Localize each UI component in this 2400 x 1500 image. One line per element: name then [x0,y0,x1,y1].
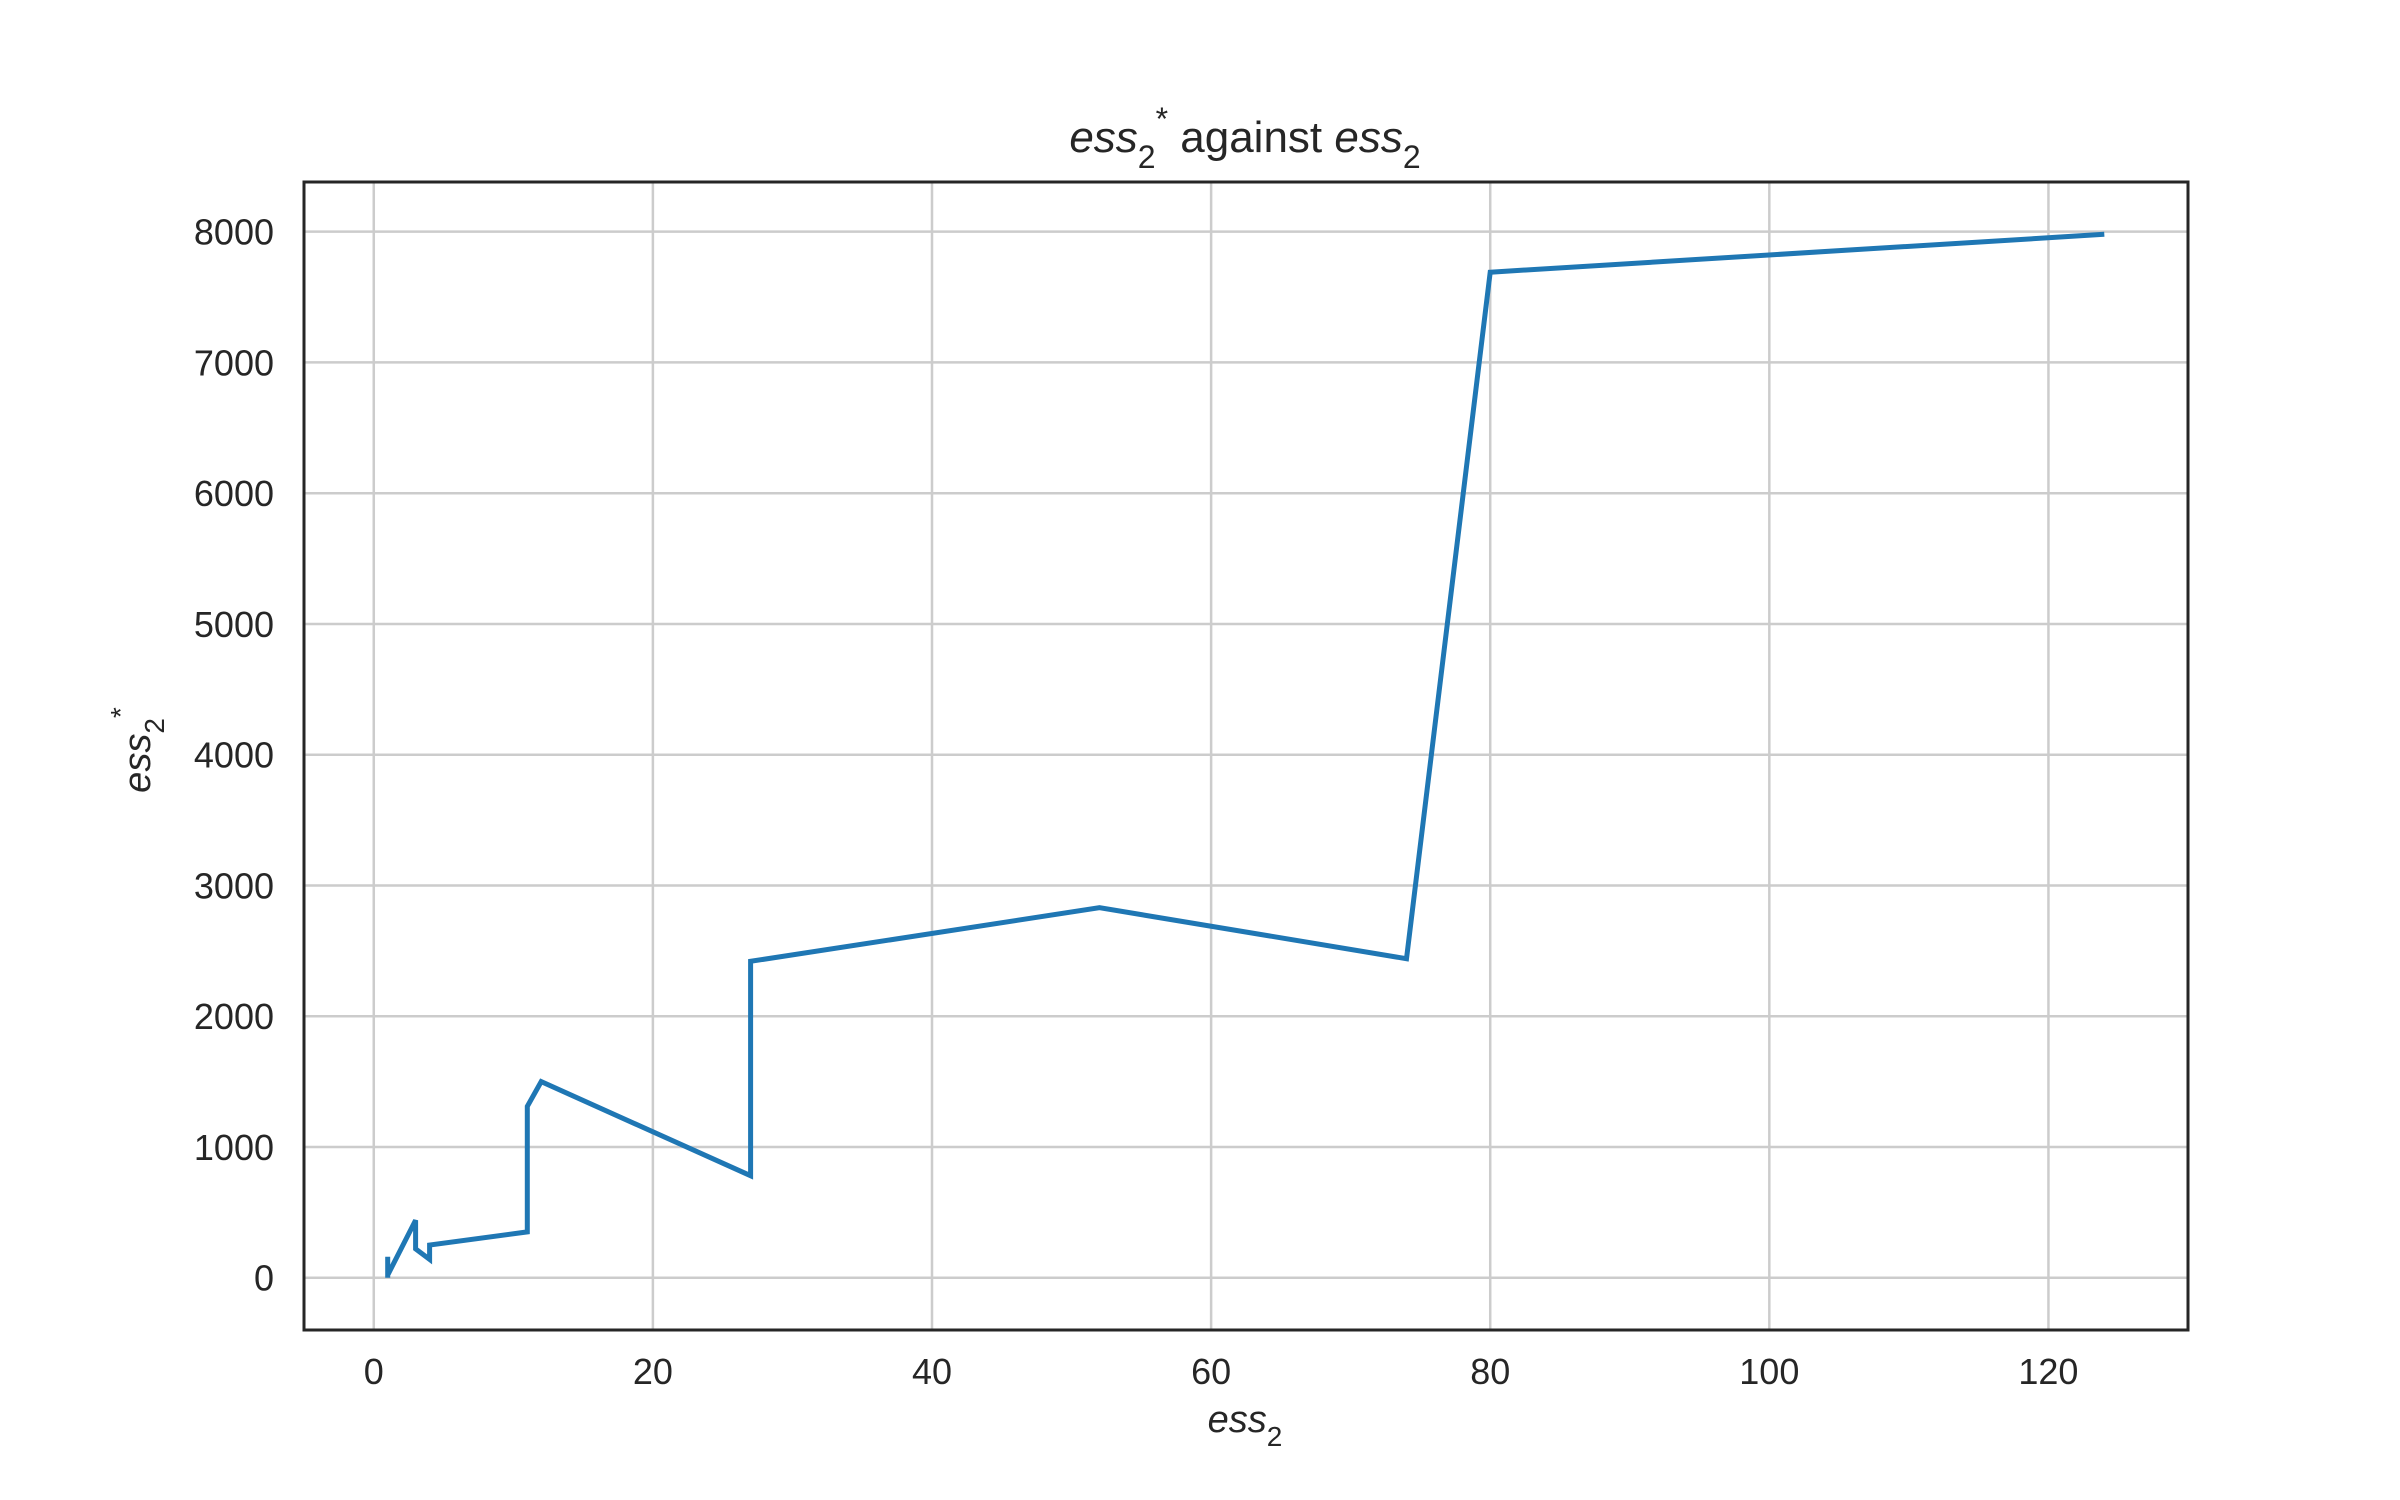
title-sup: * [1156,101,1168,137]
y-tick-label: 6000 [194,473,274,514]
title-var2: ess [1334,113,1402,162]
title-var: ess [1069,113,1137,162]
y-tick-label: 3000 [194,865,274,906]
y-tick-label: 0 [254,1258,274,1299]
x-tick-label: 100 [1739,1351,1799,1392]
x-axis-label: ess2 [1208,1399,1283,1452]
y-tick-label: 2000 [194,996,274,1037]
data-series [385,231,2105,1278]
x-tick-label: 40 [912,1351,952,1392]
y-tick-labels: 0 1000 2000 3000 4000 5000 6000 7000 8000 [194,212,274,1299]
x-tick-label: 60 [1191,1351,1231,1392]
title-sub2: 2 [1403,139,1421,175]
series-line [385,231,2105,1278]
xlabel-var: ess [1208,1399,1267,1441]
x-tick-label: 0 [364,1351,384,1392]
x-tick-label: 120 [2018,1351,2078,1392]
title-sub: 2 [1138,139,1156,175]
chart-title: ess2* against ess2 [1069,101,1420,175]
x-tick-label: 80 [1470,1351,1510,1392]
y-tick-label: 8000 [194,212,274,253]
plot-frame [302,180,2190,1332]
grid-lines [304,182,2188,1330]
y-axis-label: ess2* [105,707,170,793]
xlabel-sub: 2 [1267,1421,1283,1452]
x-tick-labels: 0 20 40 60 80 100 120 [364,1351,2079,1392]
ylabel-sup: * [105,707,136,718]
y-tick-label: 7000 [194,342,274,383]
ylabel-sub: 2 [139,718,170,734]
y-tick-label: 1000 [194,1127,274,1168]
ylabel-var: ess [117,734,159,793]
y-tick-label: 5000 [194,604,274,645]
title-middle: against [1168,113,1334,162]
y-tick-label: 4000 [194,735,274,776]
x-tick-label: 20 [633,1351,673,1392]
